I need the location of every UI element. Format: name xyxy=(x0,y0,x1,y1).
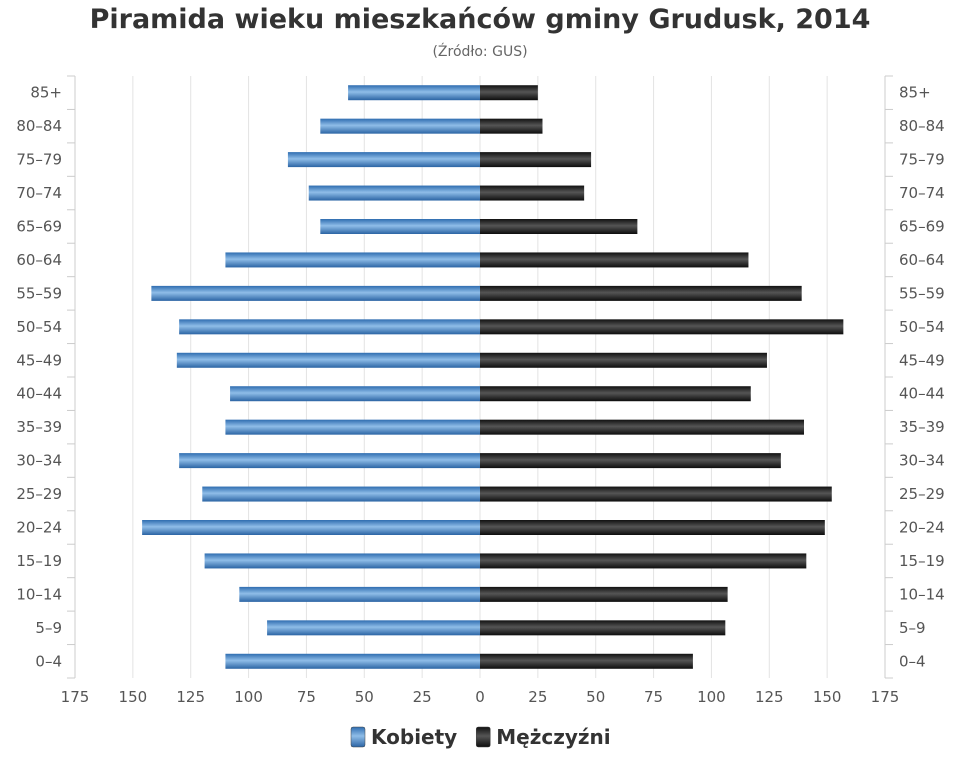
chart-title: Piramida wieku mieszkańców gminy Grudusk… xyxy=(89,4,871,35)
y-tick-label-left: 80–84 xyxy=(16,117,62,135)
bar-mezczyzni[interactable] xyxy=(480,352,767,368)
y-tick-label-left: 35–39 xyxy=(16,418,62,436)
bar-kobiety[interactable] xyxy=(308,185,480,201)
legend-swatch[interactable] xyxy=(475,726,491,748)
bar-kobiety[interactable] xyxy=(287,152,480,168)
bar-kobiety[interactable] xyxy=(176,352,481,368)
x-tick-label: 175 xyxy=(871,688,900,706)
bar-kobiety[interactable] xyxy=(230,386,480,402)
legend-label[interactable]: Mężczyźni xyxy=(496,725,610,749)
bar-kobiety[interactable] xyxy=(179,453,480,469)
bar-kobiety[interactable] xyxy=(142,520,480,535)
bar-kobiety[interactable] xyxy=(267,620,480,636)
bar-mezczyzni[interactable] xyxy=(480,319,844,335)
bar-mezczyzni[interactable] xyxy=(480,118,543,134)
x-tick-label: 75 xyxy=(644,688,663,706)
bar-mezczyzni[interactable] xyxy=(480,653,693,669)
y-tick-label-left: 60–64 xyxy=(16,251,62,269)
bar-kobiety[interactable] xyxy=(320,118,480,134)
y-tick-label-right: 85+ xyxy=(899,84,931,102)
x-tick-label: 75 xyxy=(297,688,316,706)
bar-mezczyzni[interactable] xyxy=(480,285,802,301)
y-tick-label-right: 60–64 xyxy=(899,251,945,269)
bar-kobiety[interactable] xyxy=(179,319,480,335)
y-tick-label-left: 65–69 xyxy=(16,218,62,236)
bar-kobiety[interactable] xyxy=(320,219,480,234)
y-tick-label-left: 75–79 xyxy=(16,151,62,169)
bar-mezczyzni[interactable] xyxy=(480,152,592,168)
y-tick-label-right: 20–24 xyxy=(899,519,945,537)
y-tick-label-right: 65–69 xyxy=(899,218,945,236)
x-tick-label: 50 xyxy=(355,688,374,706)
bar-mezczyzni[interactable] xyxy=(480,586,728,602)
x-tick-label: 150 xyxy=(119,688,148,706)
bar-kobiety[interactable] xyxy=(225,653,480,669)
y-tick-label-left: 25–29 xyxy=(16,485,62,503)
bar-kobiety[interactable] xyxy=(348,85,480,101)
legend-label[interactable]: Kobiety xyxy=(371,725,457,749)
bar-kobiety[interactable] xyxy=(202,486,481,502)
y-tick-label-right: 5–9 xyxy=(899,619,926,637)
y-tick-label-right: 80–84 xyxy=(899,117,945,135)
legend-swatch[interactable] xyxy=(350,726,366,748)
y-tick-label-left: 15–19 xyxy=(16,552,62,570)
y-tick-label-right: 70–74 xyxy=(899,184,945,202)
bar-kobiety[interactable] xyxy=(225,252,480,268)
y-tick-label-left: 40–44 xyxy=(16,385,62,403)
y-tick-label-left: 5–9 xyxy=(35,619,62,637)
x-tick-label: 100 xyxy=(697,688,726,706)
y-tick-label-left: 10–14 xyxy=(16,585,62,603)
x-tick-label: 175 xyxy=(61,688,90,706)
y-tick-label-left: 20–24 xyxy=(16,519,62,537)
x-tick-label: 125 xyxy=(755,688,784,706)
bar-mezczyzni[interactable] xyxy=(480,620,726,636)
bar-mezczyzni[interactable] xyxy=(480,219,638,234)
bar-kobiety[interactable] xyxy=(239,586,480,602)
y-tick-label-right: 30–34 xyxy=(899,452,945,470)
y-tick-label-left: 55–59 xyxy=(16,284,62,302)
y-tick-label-left: 85+ xyxy=(30,84,62,102)
bar-mezczyzni[interactable] xyxy=(480,85,538,101)
x-tick-label: 25 xyxy=(413,688,432,706)
x-tick-label: 100 xyxy=(234,688,263,706)
y-tick-label-right: 25–29 xyxy=(899,485,945,503)
y-tick-label-right: 15–19 xyxy=(899,552,945,570)
bar-mezczyzni[interactable] xyxy=(480,553,807,569)
x-tick-label: 50 xyxy=(586,688,605,706)
y-tick-label-left: 0–4 xyxy=(35,652,62,670)
bar-kobiety[interactable] xyxy=(225,419,480,435)
bar-mezczyzni[interactable] xyxy=(480,185,585,201)
y-tick-label-left: 50–54 xyxy=(16,318,62,336)
chart-subtitle: (Źródło: GUS) xyxy=(432,44,528,60)
y-tick-label-right: 50–54 xyxy=(899,318,945,336)
bar-kobiety[interactable] xyxy=(204,553,480,569)
bar-kobiety[interactable] xyxy=(151,285,480,301)
x-tick-label: 0 xyxy=(475,688,485,706)
y-tick-label-right: 0–4 xyxy=(899,652,926,670)
bar-mezczyzni[interactable] xyxy=(480,386,751,402)
y-tick-label-right: 35–39 xyxy=(899,418,945,436)
y-tick-label-right: 10–14 xyxy=(899,585,945,603)
x-tick-label: 150 xyxy=(813,688,842,706)
y-tick-label-right: 40–44 xyxy=(899,385,945,403)
x-tick-label: 25 xyxy=(528,688,547,706)
y-tick-label-left: 45–49 xyxy=(16,351,62,369)
bar-mezczyzni[interactable] xyxy=(480,453,781,469)
bar-mezczyzni[interactable] xyxy=(480,520,825,535)
y-tick-label-right: 45–49 xyxy=(899,351,945,369)
bar-mezczyzni[interactable] xyxy=(480,486,832,502)
y-tick-label-left: 30–34 xyxy=(16,452,62,470)
y-tick-label-right: 75–79 xyxy=(899,151,945,169)
bar-mezczyzni[interactable] xyxy=(480,419,804,435)
x-tick-label: 125 xyxy=(176,688,205,706)
bar-mezczyzni[interactable] xyxy=(480,252,749,268)
y-tick-label-left: 70–74 xyxy=(16,184,62,202)
y-tick-label-right: 55–59 xyxy=(899,284,945,302)
